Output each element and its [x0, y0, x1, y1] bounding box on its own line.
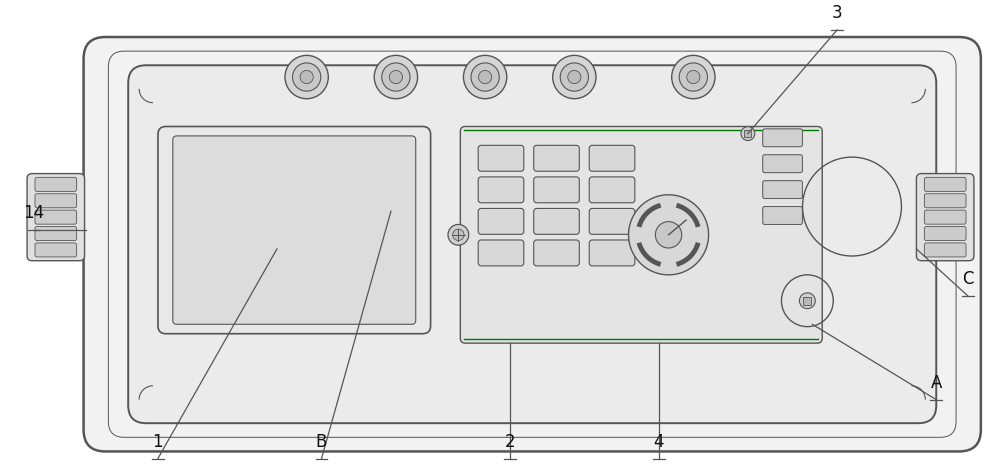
FancyBboxPatch shape: [534, 240, 579, 266]
Circle shape: [560, 63, 588, 91]
FancyBboxPatch shape: [916, 173, 974, 261]
FancyBboxPatch shape: [589, 209, 635, 234]
FancyBboxPatch shape: [460, 126, 822, 343]
FancyBboxPatch shape: [924, 227, 966, 240]
Text: 4: 4: [653, 433, 664, 451]
FancyBboxPatch shape: [924, 243, 966, 257]
Circle shape: [679, 63, 707, 91]
FancyBboxPatch shape: [534, 145, 579, 171]
Text: 1: 1: [153, 433, 163, 451]
FancyBboxPatch shape: [534, 177, 579, 203]
FancyBboxPatch shape: [763, 207, 802, 225]
FancyBboxPatch shape: [158, 126, 431, 334]
Circle shape: [300, 70, 313, 84]
Circle shape: [741, 127, 755, 141]
FancyBboxPatch shape: [27, 173, 85, 261]
FancyBboxPatch shape: [35, 210, 77, 224]
Circle shape: [553, 56, 596, 99]
FancyBboxPatch shape: [589, 145, 635, 171]
FancyBboxPatch shape: [763, 180, 802, 199]
FancyBboxPatch shape: [35, 243, 77, 257]
Text: B: B: [316, 433, 327, 451]
FancyBboxPatch shape: [534, 209, 579, 234]
Circle shape: [471, 63, 499, 91]
Text: A: A: [931, 374, 942, 392]
Text: C: C: [962, 270, 974, 288]
Circle shape: [479, 70, 492, 84]
FancyBboxPatch shape: [35, 227, 77, 240]
Circle shape: [389, 70, 402, 84]
Circle shape: [655, 222, 682, 248]
Circle shape: [453, 229, 464, 240]
FancyBboxPatch shape: [478, 240, 524, 266]
Circle shape: [285, 56, 328, 99]
Circle shape: [799, 293, 815, 309]
FancyBboxPatch shape: [478, 145, 524, 171]
Text: 14: 14: [23, 204, 45, 222]
FancyBboxPatch shape: [84, 37, 981, 451]
FancyBboxPatch shape: [589, 177, 635, 203]
Text: 3: 3: [832, 4, 842, 22]
Circle shape: [293, 63, 321, 91]
Circle shape: [448, 225, 469, 245]
FancyBboxPatch shape: [35, 177, 77, 191]
Circle shape: [568, 70, 581, 84]
FancyBboxPatch shape: [763, 155, 802, 172]
Text: 2: 2: [505, 433, 515, 451]
FancyBboxPatch shape: [763, 129, 802, 147]
FancyBboxPatch shape: [924, 177, 966, 191]
FancyBboxPatch shape: [478, 209, 524, 234]
FancyBboxPatch shape: [478, 177, 524, 203]
Circle shape: [687, 70, 700, 84]
Circle shape: [629, 195, 709, 275]
Circle shape: [374, 56, 418, 99]
FancyBboxPatch shape: [589, 240, 635, 266]
FancyBboxPatch shape: [744, 130, 751, 137]
FancyBboxPatch shape: [924, 210, 966, 224]
Circle shape: [382, 63, 410, 91]
Circle shape: [672, 56, 715, 99]
FancyBboxPatch shape: [924, 194, 966, 208]
FancyBboxPatch shape: [35, 194, 77, 208]
FancyBboxPatch shape: [803, 297, 811, 304]
Circle shape: [463, 56, 507, 99]
FancyBboxPatch shape: [173, 136, 416, 324]
FancyBboxPatch shape: [128, 65, 936, 423]
